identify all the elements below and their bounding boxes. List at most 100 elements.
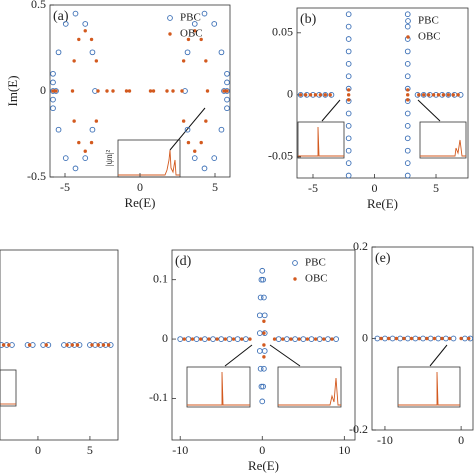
- point: [226, 336, 233, 342]
- axes-frame: [0, 249, 119, 441]
- point: [50, 70, 56, 77]
- point: [409, 336, 414, 341]
- point: [224, 79, 230, 86]
- point: [261, 365, 267, 372]
- legend-marker: [168, 32, 172, 36]
- point: [305, 337, 310, 341]
- point: [191, 155, 198, 161]
- point: [404, 48, 411, 55]
- point: [451, 93, 455, 97]
- point: [297, 337, 301, 341]
- point: [345, 110, 352, 117]
- point: [218, 126, 225, 133]
- point: [27, 343, 32, 347]
- point: [54, 89, 58, 93]
- point: [422, 93, 426, 97]
- point: [94, 119, 99, 123]
- point: [77, 37, 81, 42]
- point: [72, 165, 79, 172]
- point: [262, 319, 266, 323]
- x-tick-label: -10: [172, 443, 188, 457]
- panel-label: (d): [175, 254, 192, 269]
- point: [186, 140, 191, 145]
- point: [72, 59, 76, 63]
- point: [185, 336, 192, 342]
- point: [322, 337, 326, 341]
- point: [427, 335, 434, 342]
- x-tick-label: 0: [137, 180, 143, 194]
- y-tick-label: 0.1: [153, 271, 168, 285]
- point: [345, 135, 352, 142]
- point: [330, 337, 334, 341]
- point: [181, 119, 186, 123]
- point: [316, 336, 323, 342]
- point: [75, 343, 80, 347]
- point: [417, 93, 421, 97]
- point: [467, 336, 471, 341]
- point: [50, 79, 56, 86]
- point: [256, 312, 263, 319]
- point: [89, 37, 94, 42]
- point: [404, 60, 411, 67]
- x-axis-label: Re(E): [248, 458, 279, 473]
- x-tick-label: -10: [377, 433, 393, 447]
- point: [258, 276, 265, 283]
- y-tick-label: 0.05: [272, 25, 293, 39]
- point: [261, 348, 268, 354]
- point: [96, 343, 100, 347]
- point: [345, 23, 352, 30]
- legend-marker: [167, 15, 173, 21]
- point: [406, 98, 410, 102]
- x-axis-label: Re(E): [124, 195, 155, 210]
- point: [404, 147, 411, 154]
- point: [450, 335, 457, 342]
- y-tick-label: -0.5: [27, 169, 46, 183]
- point: [82, 21, 89, 27]
- point: [44, 343, 48, 347]
- legend-label: PBC: [180, 12, 201, 24]
- point: [297, 92, 304, 98]
- point: [89, 140, 94, 145]
- point: [345, 48, 352, 55]
- legend-label: PBC: [418, 15, 439, 27]
- legend-label: OBC: [418, 31, 441, 43]
- point: [7, 343, 11, 347]
- point: [303, 93, 308, 97]
- panel-label: (b): [300, 12, 317, 27]
- point: [55, 126, 62, 133]
- point: [165, 89, 169, 93]
- point: [204, 119, 208, 123]
- point: [404, 23, 411, 30]
- point: [404, 110, 411, 117]
- point: [345, 160, 352, 166]
- x-tick-label: 0: [372, 181, 378, 195]
- point: [432, 336, 437, 341]
- point: [262, 331, 266, 335]
- point: [193, 149, 197, 153]
- point: [404, 123, 411, 129]
- point: [436, 93, 441, 97]
- point: [420, 335, 426, 342]
- point: [402, 336, 406, 341]
- point: [211, 21, 218, 27]
- point: [260, 276, 266, 283]
- point: [281, 337, 285, 341]
- point: [404, 11, 411, 18]
- point: [199, 37, 203, 42]
- y-tick-label: 0: [40, 83, 46, 97]
- point: [345, 36, 352, 42]
- point: [258, 383, 265, 390]
- point: [257, 365, 264, 372]
- point: [346, 98, 351, 102]
- point: [406, 93, 410, 97]
- point: [256, 330, 263, 336]
- point: [259, 267, 266, 274]
- point: [261, 294, 267, 301]
- point: [83, 29, 87, 33]
- point: [404, 73, 411, 80]
- point: [298, 93, 303, 97]
- point: [382, 335, 388, 342]
- point: [256, 348, 263, 354]
- point: [379, 336, 383, 341]
- y-tick-label: 0: [162, 331, 168, 345]
